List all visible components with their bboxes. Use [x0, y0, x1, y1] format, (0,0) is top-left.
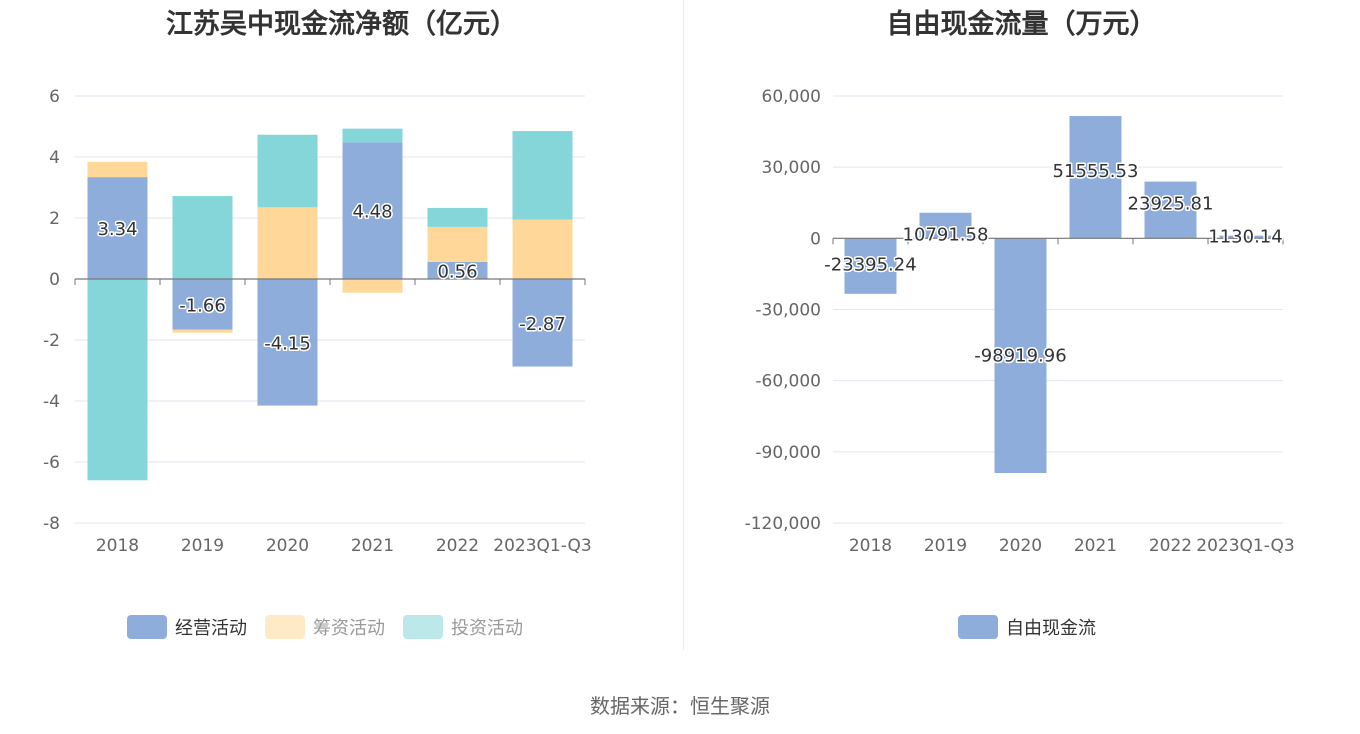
fcf-x-label: 2020	[999, 536, 1042, 556]
cashflow-bar-2018-0	[87, 177, 148, 279]
cashflow-data-label: -4.15	[264, 333, 311, 354]
fcf-bar-2020-0	[994, 238, 1047, 473]
cashflow-x-label: 2023Q1-Q3	[493, 536, 591, 556]
cashflow-y-tick-label: 4	[49, 148, 60, 168]
cashflow-bar-2019-1	[172, 329, 233, 333]
cashflow-bar-2023Q1-Q3-2	[512, 131, 573, 220]
cashflow-legend: 经营活动 筹资活动 投资活动	[127, 614, 541, 640]
fcf-y-tick-label: -30,000	[755, 301, 821, 321]
cashflow-bar-2023Q1-Q3-1	[512, 219, 573, 279]
legend-swatch	[958, 615, 998, 639]
cashflow-bar-2022-2	[427, 207, 488, 227]
free-cashflow-chart: 60,000 30,000 0 -30,000 -60,000 -90,000 -120,0…	[745, 87, 1295, 556]
fcf-data-label: 1130.14	[1208, 226, 1282, 247]
legend-swatch	[127, 615, 167, 639]
data-source-note: 数据来源：恒生聚源	[590, 694, 770, 718]
cashflow-y-tick-label: 0	[49, 270, 60, 290]
cashflow-y-tick-label: -6	[43, 453, 60, 473]
cashflow-x-label: 2019	[181, 536, 224, 556]
cashflow-data-label: -1.66	[179, 295, 226, 316]
cashflow-bar-2022-0	[427, 261, 488, 279]
cashflow-bar-2020-1	[257, 207, 318, 279]
cashflow-bar-2021-2	[342, 128, 403, 143]
cashflow-bar-2023Q1-Q3-0	[512, 279, 573, 367]
cashflow-data-label: 0.56	[437, 261, 477, 282]
fcf-x-label: 2019	[924, 536, 967, 556]
fcf-y-tick-label: 60,000	[762, 87, 821, 107]
cashflow-x-label: 2018	[96, 536, 139, 556]
cashflow-chart: 6 4 2 0 -2 -4 -6 -8 2018 2019 2020 2021 2022 2023Q1-Q…	[43, 87, 592, 556]
cashflow-x-label: 2022	[436, 536, 479, 556]
fcf-bar-2019-0	[919, 212, 972, 239]
fcf-bar-2022-0	[1144, 181, 1197, 239]
cashflow-bar-2018-1	[87, 161, 148, 178]
fcf-y-tick-label: -120,000	[745, 514, 821, 534]
legend-swatch	[265, 615, 305, 639]
cashflow-data-label: 3.34	[97, 219, 137, 240]
cashflow-legend-item[interactable]: 投资活动	[403, 614, 523, 640]
legend-label: 自由现金流	[1006, 618, 1096, 639]
fcf-legend-item[interactable]: 自由现金流	[958, 614, 1096, 640]
fcf-y-tick-label: 30,000	[762, 158, 821, 178]
legend-label: 经营活动	[175, 618, 247, 639]
fcf-data-label: 51555.53	[1053, 161, 1139, 182]
cashflow-data-label: -2.87	[519, 314, 566, 335]
fcf-x-label: 2021	[1074, 536, 1117, 556]
cashflow-bar-2020-0	[257, 279, 318, 406]
fcf-y-tick-label: -60,000	[755, 372, 821, 392]
right-chart-title: 自由现金流量（万元）	[886, 9, 1157, 40]
cashflow-y-tick-label: 2	[49, 209, 60, 229]
fcf-bar-2018-0	[844, 238, 897, 294]
cashflow-y-tick-label: -4	[43, 392, 60, 412]
fcf-data-label: -23395.24	[824, 254, 916, 275]
cashflow-bar-2020-2	[257, 134, 318, 208]
cashflow-bar-2021-0	[342, 142, 403, 279]
fcf-data-label: 23925.81	[1128, 194, 1214, 215]
cashflow-legend-item[interactable]: 筹资活动	[265, 614, 385, 640]
fcf-data-label: 10791.58	[903, 225, 989, 246]
cashflow-y-tick-label: -2	[43, 331, 60, 351]
legend-swatch	[403, 615, 443, 639]
cashflow-legend-item[interactable]: 经营活动	[127, 614, 247, 640]
cashflow-data-label: 4.48	[352, 202, 392, 223]
fcf-data-label: -98919.96	[974, 345, 1066, 366]
legend-label: 筹资活动	[313, 618, 385, 639]
fcf-x-label: 2022	[1149, 536, 1192, 556]
chart-divider	[683, 0, 684, 650]
left-chart-title: 江苏吴中现金流净额（亿元）	[166, 9, 517, 40]
cashflow-bar-2019-0	[172, 279, 233, 330]
free-cashflow-legend: 自由现金流	[958, 614, 1114, 640]
cashflow-x-label: 2020	[266, 536, 309, 556]
cashflow-y-tick-label: -8	[43, 514, 60, 534]
fcf-bar-2021-0	[1069, 116, 1122, 239]
fcf-y-tick-label: -90,000	[755, 443, 821, 463]
cashflow-bar-2021-1	[342, 279, 403, 293]
fcf-x-label: 2018	[849, 536, 892, 556]
cashflow-y-tick-label: 6	[49, 87, 60, 107]
legend-label: 投资活动	[451, 618, 523, 639]
cashflow-bar-2022-1	[427, 226, 488, 262]
cashflow-bar-2019-2	[172, 196, 233, 279]
cashflow-bar-2018-2	[87, 279, 148, 481]
fcf-y-tick-label: 0	[810, 229, 821, 249]
cashflow-x-label: 2021	[351, 536, 394, 556]
fcf-bar-2023Q1-Q3-0	[1219, 235, 1272, 239]
fcf-x-label: 2023Q1-Q3	[1196, 536, 1294, 556]
